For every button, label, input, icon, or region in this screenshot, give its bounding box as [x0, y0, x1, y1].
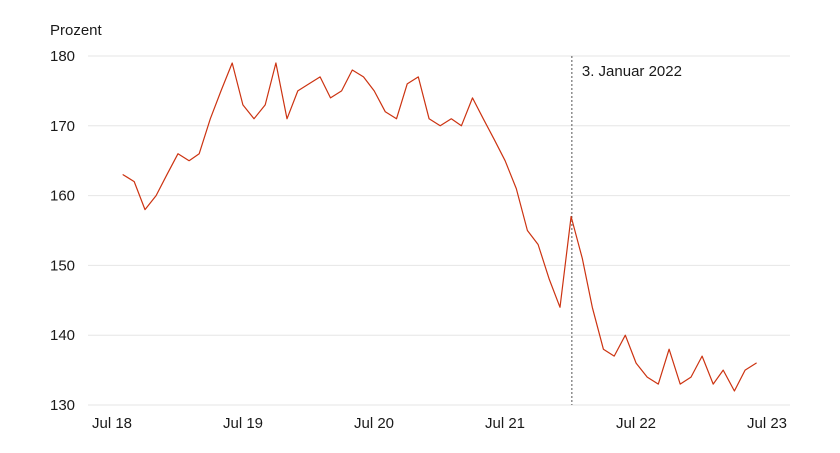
x-tick-label: Jul 21: [485, 415, 525, 432]
y-tick-label: 160: [50, 188, 75, 205]
x-tick-label: Jul 19: [223, 415, 263, 432]
x-tick-label: Jul 18: [92, 415, 132, 432]
series-line: [122, 62, 757, 392]
y-axis-ticks: 130 140 150 160 170 180: [50, 48, 75, 414]
y-tick-label: 130: [50, 397, 75, 414]
x-tick-label: Jul 23: [747, 415, 787, 432]
x-axis-ticks: Jul 18 Jul 19 Jul 20 Jul 21 Jul 22 Jul 23: [92, 415, 787, 432]
y-tick-label: 180: [50, 48, 75, 65]
y-tick-label: 150: [50, 257, 75, 274]
y-tick-label: 140: [50, 327, 75, 344]
gridlines: [88, 55, 790, 406]
y-tick-label: 170: [50, 118, 75, 135]
x-tick-label: Jul 20: [354, 415, 394, 432]
x-tick-label: Jul 22: [616, 415, 656, 432]
y-axis-unit-label: Prozent: [50, 22, 103, 39]
annotation-label: 3. Januar 2022: [582, 63, 682, 80]
